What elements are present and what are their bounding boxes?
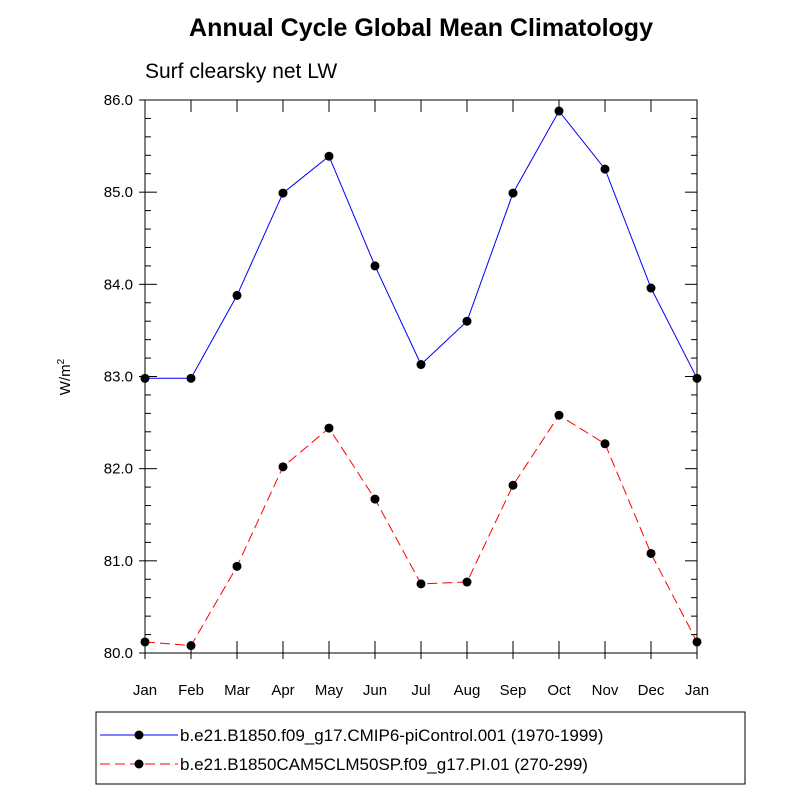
series-2-point: [186, 641, 196, 651]
series-1-point: [462, 316, 472, 326]
series-1-point: [232, 290, 242, 300]
y-axis-label-base: W/m: [57, 364, 74, 395]
y-tick-label: 80.0: [104, 645, 133, 662]
chart-title: Annual Cycle Global Mean Climatology: [189, 14, 653, 42]
x-tick-label: Mar: [224, 682, 250, 699]
y-tick-label: 83.0: [104, 369, 133, 386]
legend-box: [95, 711, 746, 785]
x-tick-label: Oct: [547, 682, 571, 699]
x-tick-label: Sep: [500, 682, 527, 699]
series-2-point: [324, 423, 334, 433]
series-1-point: [600, 164, 610, 174]
y-tick-label: 86.0: [104, 92, 133, 109]
y-tick-label: 85.0: [104, 184, 133, 201]
series-2-point: [416, 579, 426, 589]
series-1-point: [416, 360, 426, 370]
series-line-2: [144, 414, 698, 647]
x-tick-label: Feb: [178, 682, 204, 699]
axis-ticks: [139, 99, 698, 659]
series-2-point: [508, 480, 518, 490]
series-1-point: [646, 283, 656, 293]
series-2-point: [600, 439, 610, 449]
series-2-point: [278, 462, 288, 472]
y-tick-label: 81.0: [104, 553, 133, 570]
series-1-point: [278, 188, 288, 198]
x-tick-label: Nov: [592, 682, 619, 699]
x-tick-label: Apr: [271, 682, 294, 699]
series-1-point: [508, 188, 518, 198]
x-tick-label: Jun: [363, 682, 387, 699]
x-tick-label: Jan: [685, 682, 709, 699]
y-axis-label-superscript: 2: [56, 358, 67, 364]
y-tick-labels: 80.0 81.0 82.0 83.0 84.0 85.0 86.0: [104, 92, 133, 662]
chart-subtitle: Surf clearsky net LW: [145, 60, 337, 83]
x-tick-label: May: [315, 682, 344, 699]
series-layer: [140, 106, 702, 651]
y-tick-label: 82.0: [104, 461, 133, 478]
y-tick-label: 84.0: [104, 276, 133, 293]
legend-marker-2: [134, 759, 144, 769]
legend-label-1: b.e21.B1850.f09_g17.CMIP6-piControl.001 …: [180, 726, 603, 745]
series-2-point: [646, 548, 656, 558]
series-1-point: [370, 261, 380, 271]
legend: b.e21.B1850.f09_g17.CMIP6-piControl.001 …: [100, 726, 603, 774]
legend-label-2: b.e21.B1850CAM5CLM50SP.f09_g17.PI.01 (27…: [180, 755, 588, 774]
legend-marker-1: [134, 730, 144, 740]
series-2-point: [554, 410, 564, 420]
series-1-point: [324, 151, 334, 161]
y-axis-label: W/m2: [56, 358, 74, 395]
series-1-point: [554, 106, 564, 116]
plot-frame: [144, 99, 698, 654]
x-tick-labels: Jan Feb Mar Apr May Jun Jul Aug Sep Oct Nov Dec Jan: [133, 682, 709, 699]
series-1-point: [186, 373, 196, 383]
series-2-point: [232, 561, 242, 571]
series-line-1: [145, 110, 698, 379]
x-tick-label: Aug: [454, 682, 481, 699]
x-tick-label: Jan: [133, 682, 157, 699]
x-tick-label: Dec: [638, 682, 665, 699]
series-2-point: [462, 577, 472, 587]
series-2-point: [370, 494, 380, 504]
x-tick-label: Jul: [411, 682, 430, 699]
